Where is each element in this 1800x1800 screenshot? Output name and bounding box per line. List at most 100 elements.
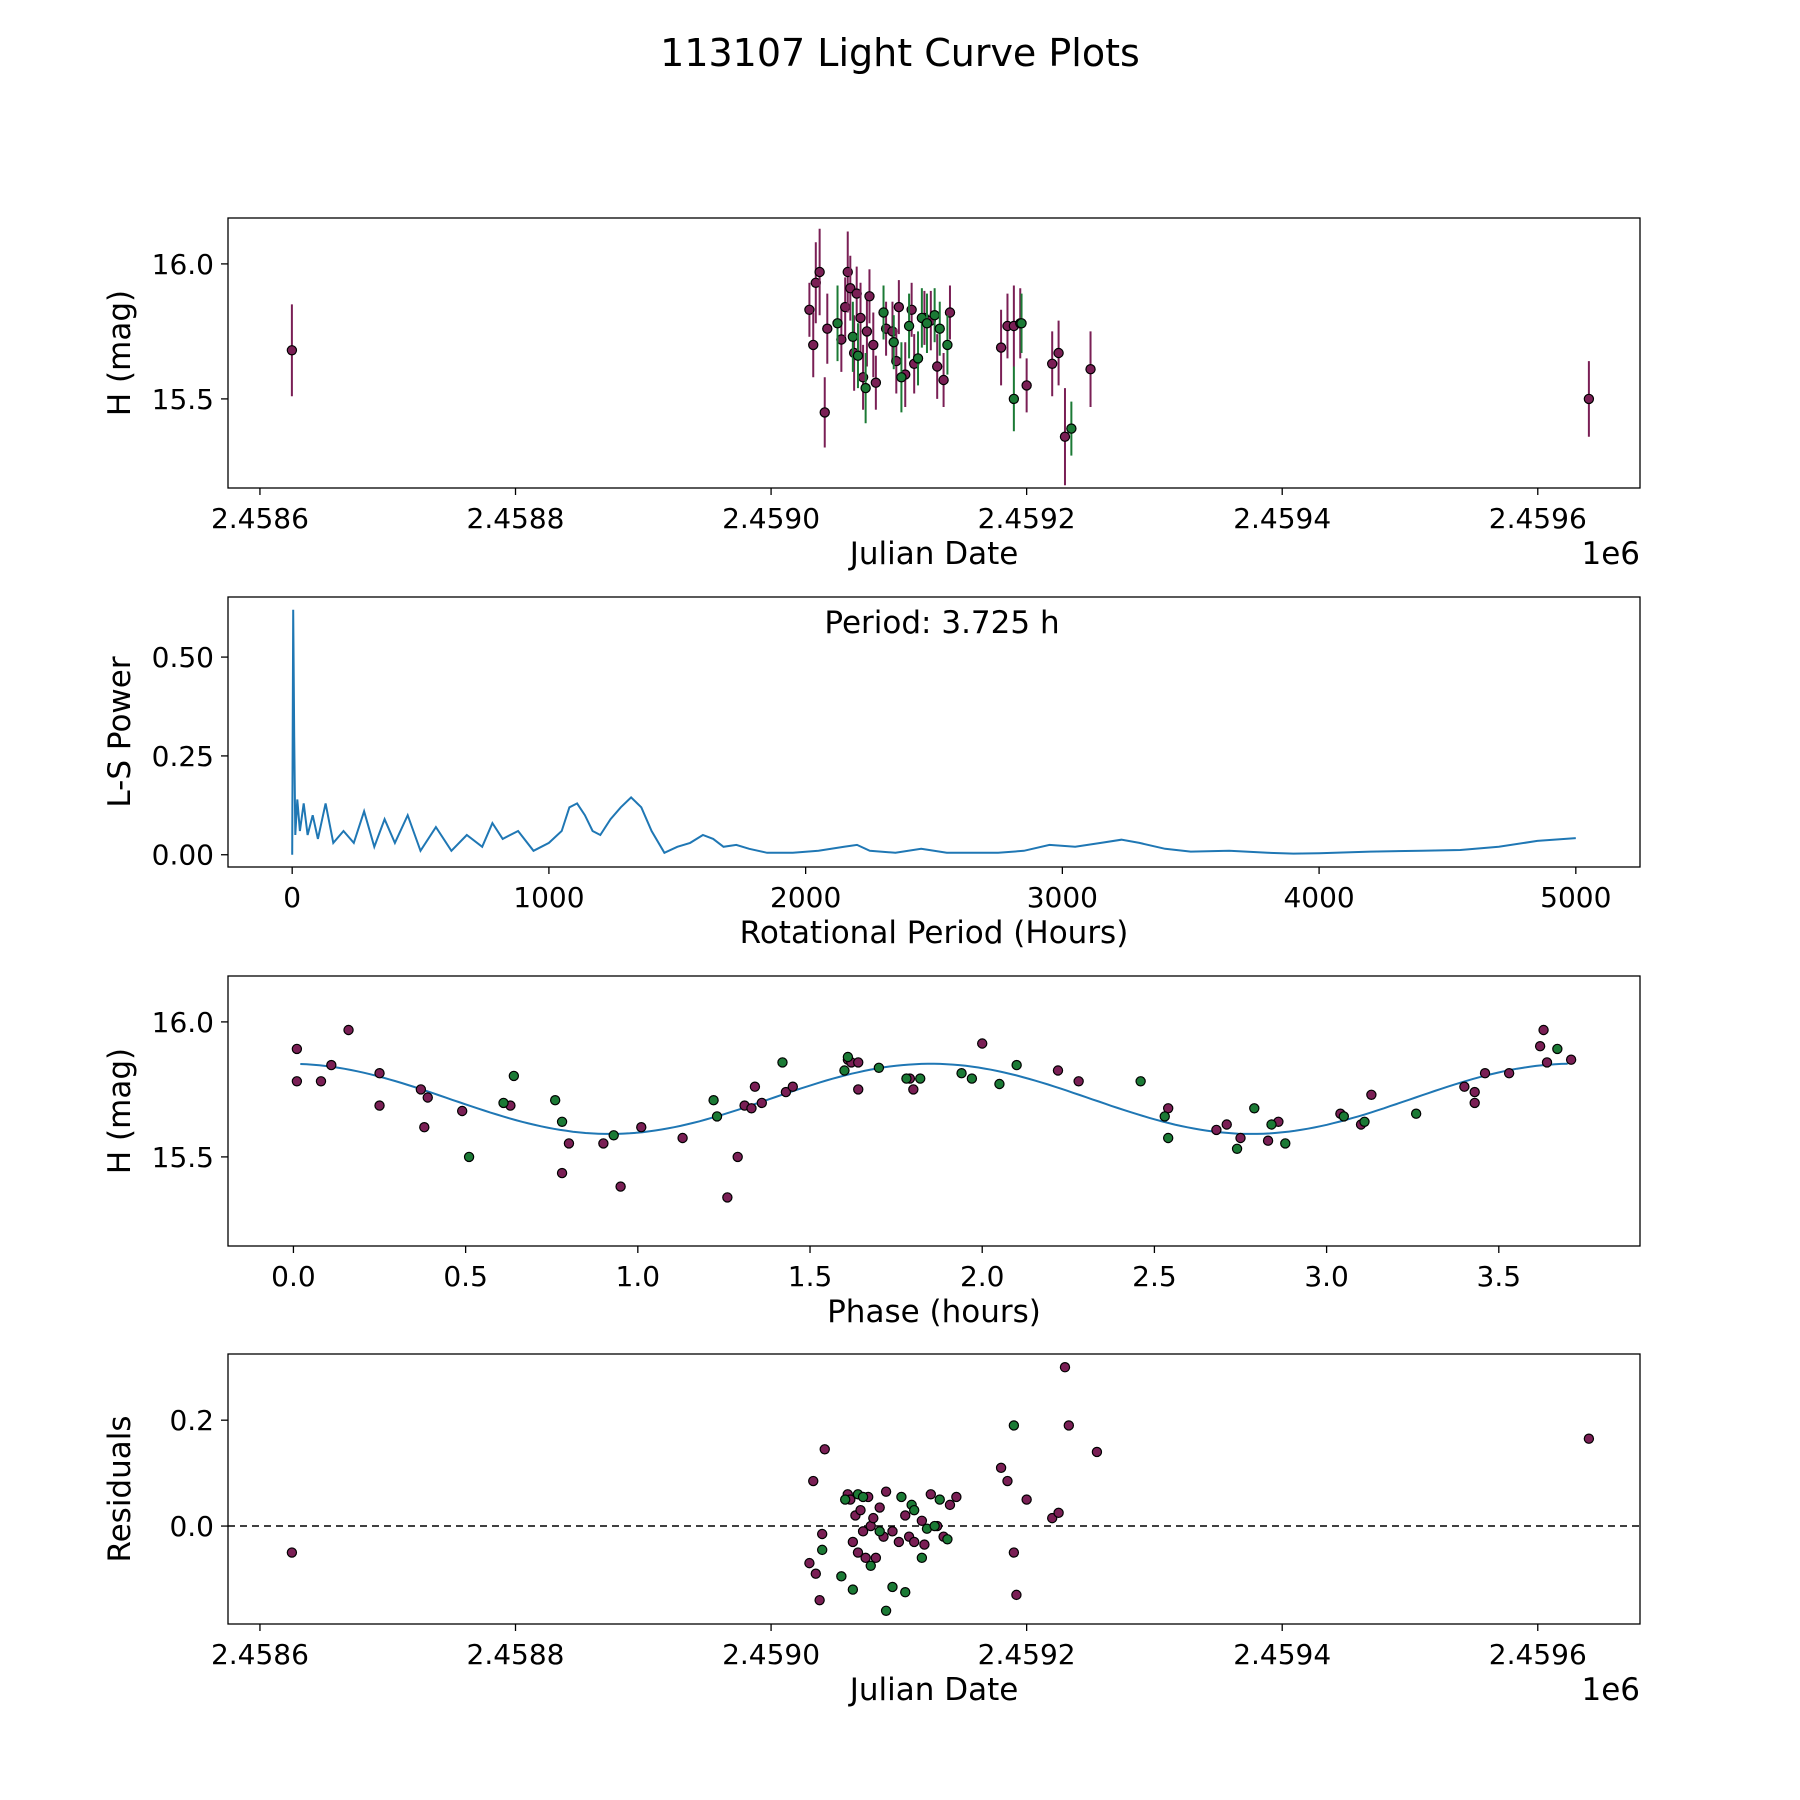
plot-frame <box>227 217 1641 489</box>
data-point <box>1073 1076 1084 1087</box>
y-tick-label: 16.0 <box>152 1006 214 1039</box>
data-point <box>1162 1132 1174 1144</box>
data-point <box>822 323 833 334</box>
data-point <box>608 1130 619 1141</box>
data-point <box>1459 1081 1470 1092</box>
data-point <box>903 320 915 332</box>
data-point <box>1008 393 1020 405</box>
data-point <box>814 1594 825 1606</box>
data-point <box>1538 1024 1549 1036</box>
x-tick-label: 2.4588 <box>467 502 565 535</box>
plot-frame <box>227 975 1641 1247</box>
data-point <box>1262 1135 1274 1146</box>
data-point <box>956 1067 967 1079</box>
data-point <box>916 1552 928 1564</box>
data-point <box>746 1103 757 1114</box>
data-point <box>874 1526 885 1537</box>
data-point <box>893 301 905 313</box>
data-point <box>873 1062 885 1074</box>
x-tick-label: 4000 <box>1283 881 1354 914</box>
data-point <box>1338 1111 1350 1122</box>
data-point <box>1021 1494 1032 1505</box>
data-point <box>860 382 871 394</box>
data-point <box>1469 1097 1480 1109</box>
data-point <box>1135 1076 1146 1087</box>
data-point <box>756 1097 768 1109</box>
data-point <box>816 1544 828 1556</box>
x-tick-label: 0 <box>283 881 301 914</box>
data-point <box>1021 380 1032 391</box>
residuals-panel: 2.4586 2.4588 2.4590 2.4592 2.4594 2.4596 0.0 0… <box>102 1353 1641 1708</box>
data-point <box>864 291 875 302</box>
data-point <box>908 1084 919 1095</box>
data-point <box>1410 1108 1422 1119</box>
data-point <box>819 407 830 418</box>
x-tick-label: 3000 <box>1027 881 1098 914</box>
data-point <box>1541 1057 1553 1068</box>
data-point <box>865 1560 876 1571</box>
x-tick-label: 2.5 <box>1132 1260 1177 1293</box>
data-point <box>929 310 940 321</box>
y-tick-label: 0.2 <box>169 1404 214 1437</box>
data-point <box>901 1073 912 1084</box>
data-point <box>836 1571 847 1582</box>
data-point <box>1059 431 1071 442</box>
data-point <box>934 323 945 334</box>
data-point <box>722 1192 733 1203</box>
data-point <box>1479 1067 1491 1079</box>
data-point <box>853 1057 864 1068</box>
fit-curve <box>300 1062 1568 1135</box>
data-point <box>1583 1433 1595 1444</box>
data-point <box>1221 1119 1232 1130</box>
data-point <box>852 1547 864 1558</box>
y-axis-label: H (mag) <box>102 1048 138 1174</box>
data-point <box>1231 1143 1243 1155</box>
periodogram-line <box>291 609 1576 855</box>
data-point <box>1280 1138 1291 1149</box>
data-point <box>888 337 899 348</box>
y-tick-label: 0.25 <box>152 740 214 773</box>
data-point <box>931 361 943 372</box>
data-point <box>994 1078 1005 1090</box>
data-point <box>1583 393 1595 405</box>
x-tick-label: 2.4594 <box>1233 502 1331 535</box>
y-tick-label: 15.5 <box>152 383 214 416</box>
x-tick-label: 3.0 <box>1304 1260 1349 1293</box>
data-point <box>839 1494 851 1505</box>
data-point <box>732 1151 743 1163</box>
data-point <box>749 1081 761 1092</box>
data-point <box>912 353 924 364</box>
data-point <box>1046 358 1058 369</box>
x-offset-label: 1e6 <box>1581 536 1640 572</box>
data-point <box>291 1076 303 1087</box>
x-tick-label: 2.4586 <box>211 1638 309 1671</box>
data-point <box>291 1043 303 1055</box>
data-point <box>853 1084 864 1095</box>
data-point <box>1052 1065 1064 1076</box>
data-point <box>842 1051 854 1063</box>
y-tick-label: 16.0 <box>152 248 214 281</box>
data-point <box>708 1094 719 1106</box>
data-point <box>1059 1362 1071 1373</box>
x-tick-label: 0.5 <box>443 1260 488 1293</box>
data-point <box>1534 1040 1546 1052</box>
data-point <box>861 326 873 337</box>
data-point <box>711 1111 723 1122</box>
data-point <box>615 1181 626 1192</box>
data-point <box>1552 1043 1563 1055</box>
data-point <box>1091 1446 1103 1458</box>
x-offset-label: 1e6 <box>1581 1672 1640 1708</box>
data-point <box>857 1491 869 1503</box>
data-point <box>780 1086 792 1098</box>
data-point <box>1053 347 1064 359</box>
data-point <box>677 1132 688 1144</box>
x-tick-label: 5000 <box>1540 881 1611 914</box>
data-point <box>1016 318 1027 329</box>
x-tick-label: 2.4592 <box>978 1638 1076 1671</box>
data-point <box>944 307 956 318</box>
data-point <box>934 1494 945 1505</box>
x-tick-label: 0.0 <box>271 1260 316 1293</box>
x-tick-label: 2.4590 <box>722 1638 820 1671</box>
data-point <box>808 339 819 351</box>
data-point <box>456 1105 468 1117</box>
